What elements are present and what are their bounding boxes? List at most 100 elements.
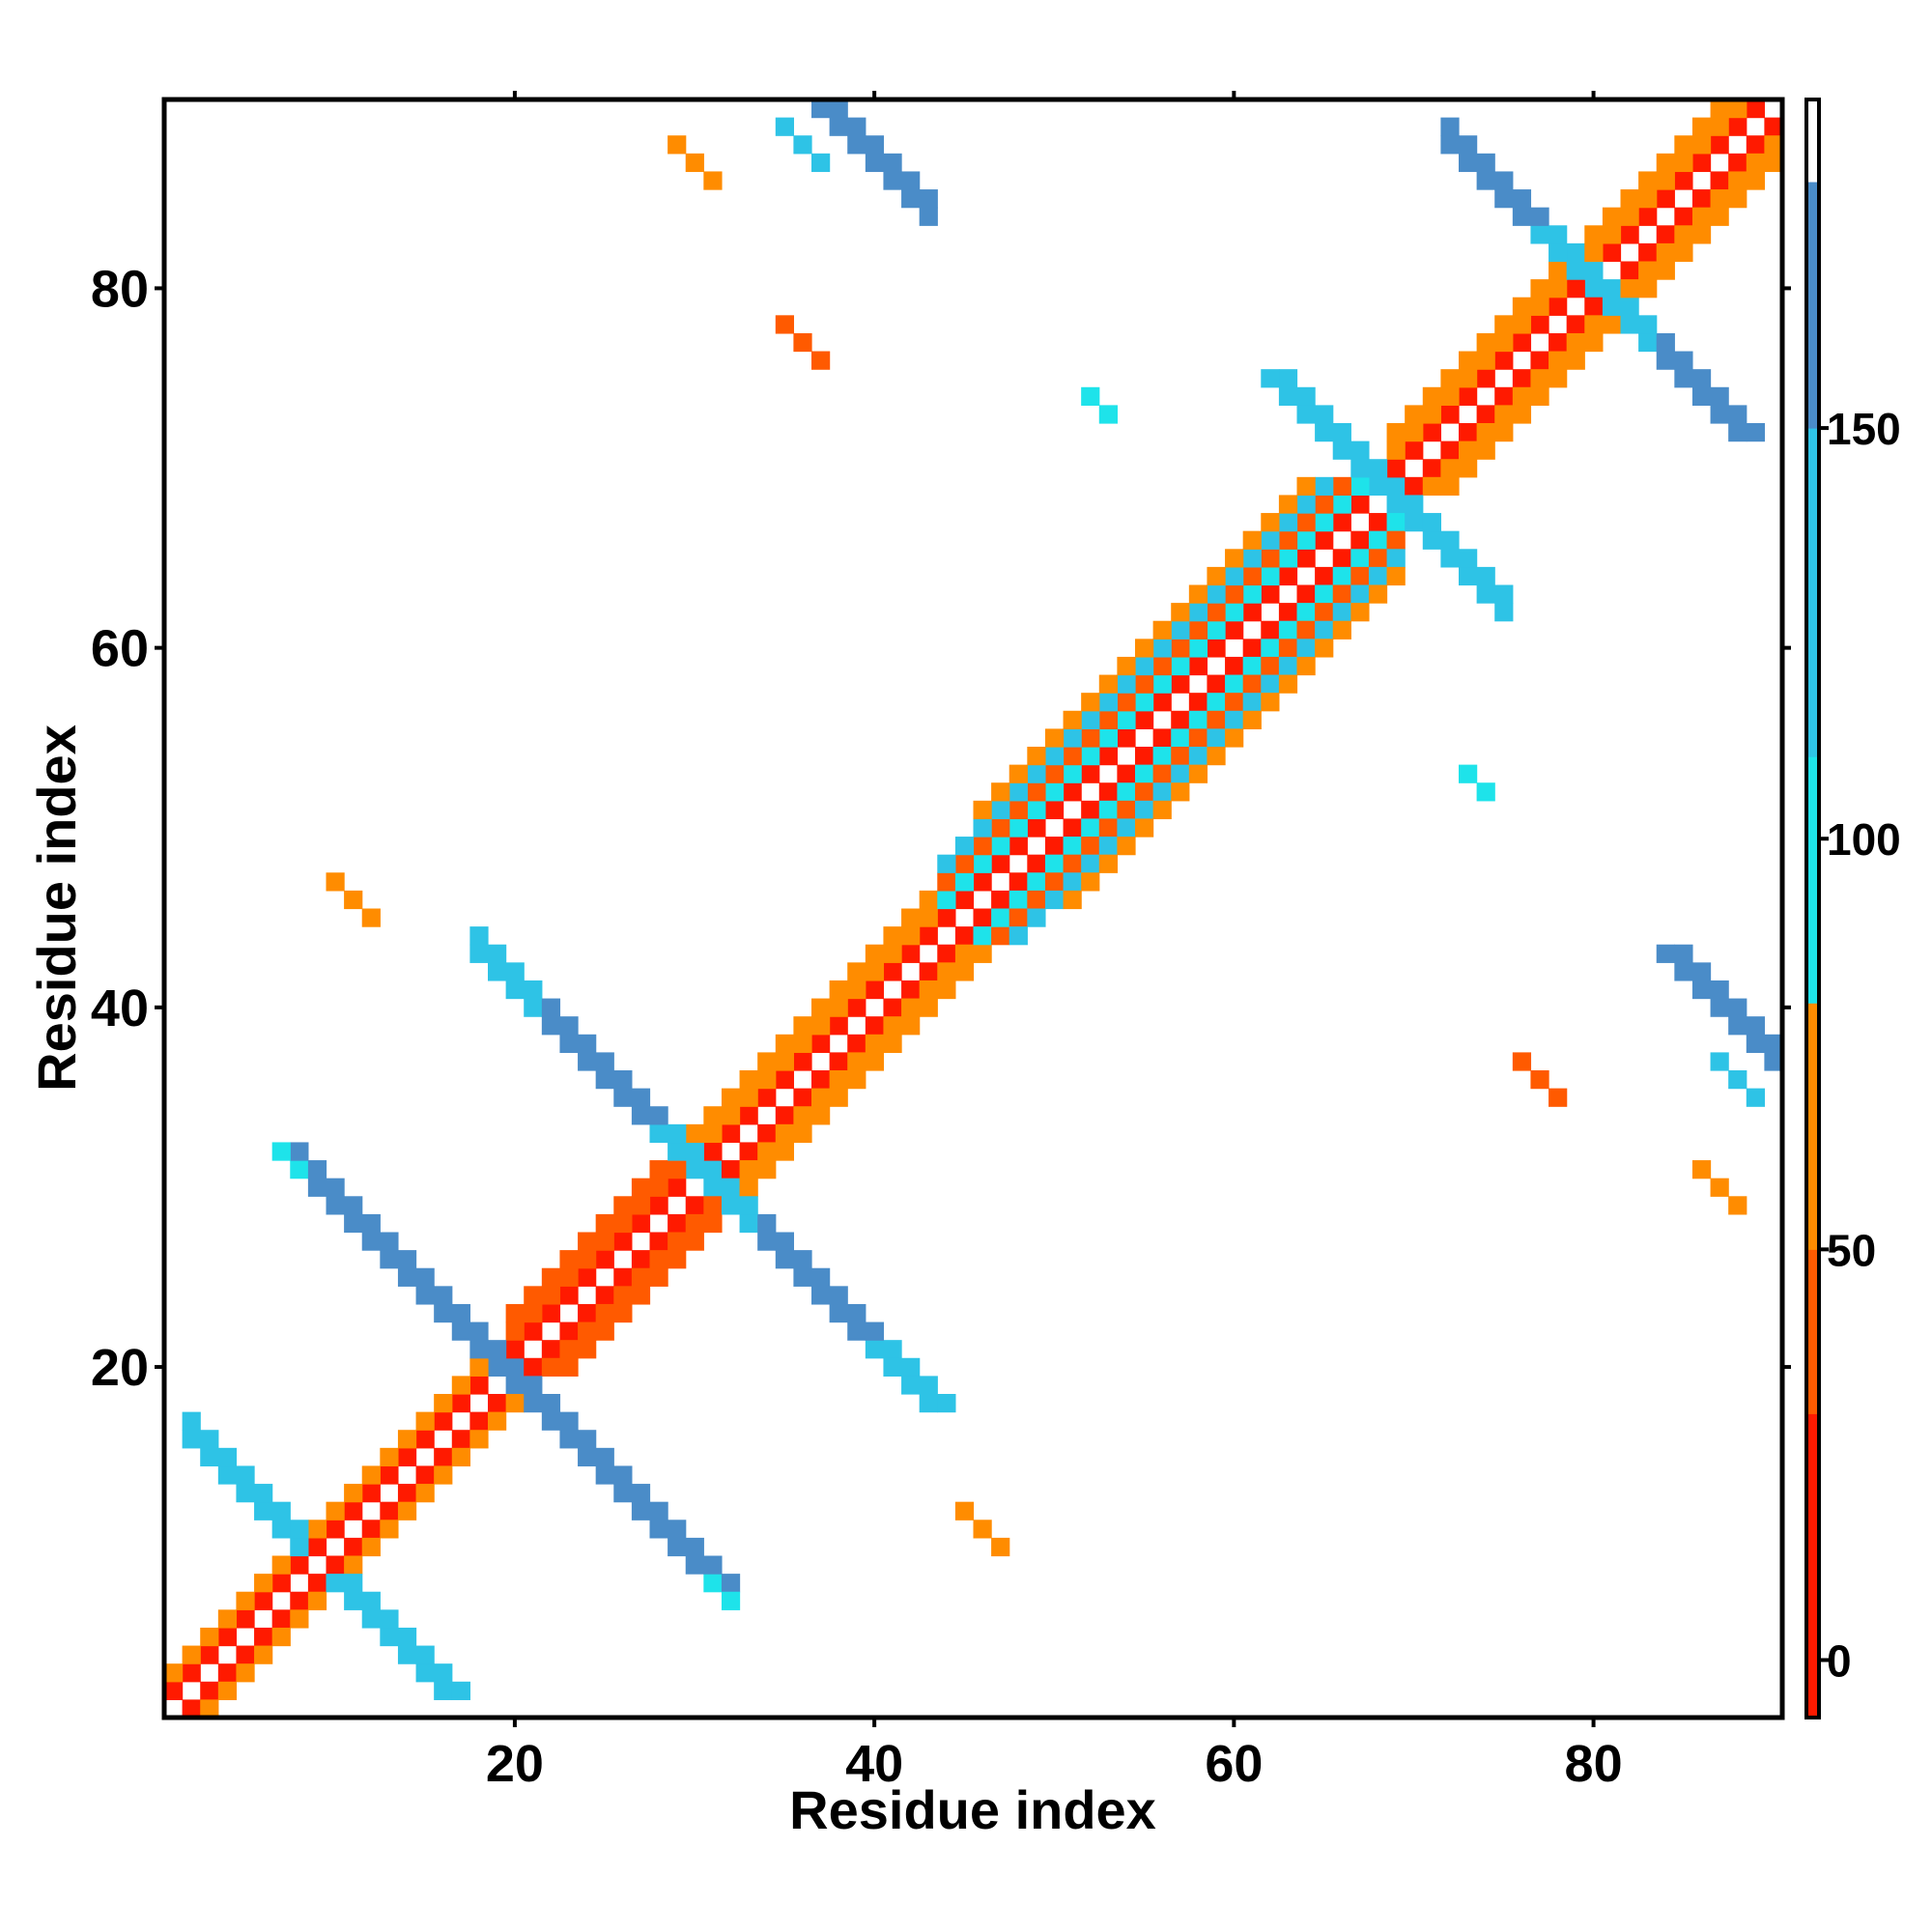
heatmap-cell	[524, 1376, 543, 1395]
heatmap-cell	[1422, 386, 1441, 406]
heatmap-cell	[865, 1321, 885, 1341]
heatmap-cell	[883, 944, 902, 963]
heatmap-cell	[217, 1447, 238, 1467]
heatmap-cell	[1476, 171, 1495, 190]
heatmap-cell	[307, 1574, 327, 1593]
heatmap-cell	[1746, 153, 1765, 173]
heatmap-cell	[1152, 656, 1172, 676]
heatmap-cell	[1098, 693, 1118, 712]
heatmap-cell	[865, 962, 885, 981]
heatmap-cell	[847, 1034, 867, 1053]
heatmap-cells	[164, 99, 1783, 1719]
heatmap-cell	[1691, 980, 1712, 1000]
heatmap-cell	[1728, 1070, 1747, 1090]
heatmap-cell	[415, 1663, 435, 1683]
heatmap-cell	[1440, 549, 1460, 568]
heatmap-cell	[182, 1681, 201, 1700]
heatmap-cell	[361, 1609, 381, 1629]
heatmap-cell	[1386, 495, 1406, 514]
plot-frame	[161, 97, 1785, 1720]
heatmap-cell	[721, 1196, 741, 1215]
heatmap-cell	[1152, 639, 1172, 658]
heatmap-cell	[739, 1106, 758, 1125]
heatmap-cell	[1135, 818, 1154, 838]
heatmap-cell	[668, 1250, 687, 1269]
heatmap-cell	[883, 1016, 902, 1036]
heatmap-cell	[1674, 962, 1693, 981]
heatmap-cell	[559, 1357, 579, 1377]
heatmap-cell	[1171, 693, 1190, 712]
heatmap-cell	[344, 1537, 363, 1557]
heatmap-cell	[1188, 603, 1208, 622]
heatmap-cell	[1242, 639, 1262, 658]
heatmap-cell	[595, 1213, 614, 1234]
heatmap-cell	[883, 1357, 902, 1377]
heatmap-cell	[1315, 566, 1334, 586]
heatmap-cell	[1710, 998, 1729, 1017]
heatmap-cell	[1350, 566, 1370, 586]
heatmap-cell	[254, 1501, 273, 1520]
heatmap-cell	[865, 153, 885, 173]
heatmap-cell	[1656, 189, 1675, 209]
heatmap-cell	[1098, 764, 1118, 783]
heatmap-cell	[1405, 405, 1424, 424]
heatmap-cell	[919, 908, 938, 927]
heatmap-cell	[1710, 153, 1729, 173]
heatmap-cell	[578, 1052, 597, 1071]
heatmap-cell	[1476, 153, 1495, 173]
heatmap-cell	[685, 1213, 704, 1234]
heatmap-cell	[668, 1196, 687, 1215]
heatmap-cell	[326, 1520, 345, 1539]
heatmap-cell	[1405, 513, 1424, 532]
heatmap-cell	[434, 1411, 453, 1431]
heatmap-cell	[1225, 674, 1244, 694]
heatmap-cell	[290, 1591, 309, 1610]
heatmap-cell	[721, 1123, 741, 1144]
heatmap-cell	[1710, 171, 1729, 190]
heatmap-cell	[1620, 225, 1639, 244]
heatmap-cell	[1242, 620, 1262, 639]
heatmap-cell	[326, 1196, 345, 1215]
heatmap-cell	[1261, 620, 1280, 639]
heatmap-cell	[524, 1357, 543, 1377]
heatmap-cell	[290, 1142, 309, 1161]
heatmap-cell	[1584, 297, 1604, 316]
heatmap-cell	[1728, 117, 1747, 136]
heatmap-cell	[1566, 297, 1585, 316]
heatmap-cell	[991, 818, 1010, 838]
heatmap-cell	[1386, 440, 1406, 460]
heatmap-cell	[721, 1088, 741, 1107]
heatmap-cell	[1691, 189, 1712, 209]
heatmap-cell	[1440, 440, 1460, 460]
heatmap-cell	[217, 1663, 238, 1683]
heatmap-cell	[1440, 530, 1460, 550]
heatmap-cell	[1386, 459, 1406, 478]
heatmap-cell	[1063, 800, 1082, 820]
heatmap-cell	[919, 890, 938, 910]
x-tick-label: 20	[486, 1735, 544, 1793]
heatmap-cell	[973, 837, 992, 856]
heatmap-cell	[1386, 423, 1406, 442]
heatmap-cell	[1476, 386, 1495, 406]
heatmap-cell	[1728, 99, 1747, 119]
heatmap-cell	[649, 1196, 668, 1215]
heatmap-cell	[397, 1447, 417, 1467]
heatmap-cell	[290, 1609, 309, 1629]
heatmap-cell	[1350, 584, 1370, 604]
heatmap-cell	[1674, 351, 1693, 370]
heatmap-cell	[1494, 171, 1514, 190]
heatmap-cell	[1296, 530, 1316, 550]
heatmap-cell	[1135, 674, 1154, 694]
heatmap-cell	[578, 1321, 597, 1341]
heatmap-cell	[901, 1016, 921, 1036]
heatmap-cell	[865, 1016, 885, 1036]
heatmap-cell	[1638, 207, 1658, 226]
heatmap-cell	[1152, 747, 1172, 766]
heatmap-cell	[1656, 225, 1675, 244]
heatmap-cell	[1315, 423, 1334, 442]
heatmap-cell	[271, 1574, 291, 1593]
heatmap-cell	[1188, 584, 1208, 604]
heatmap-cell	[1584, 315, 1604, 334]
heatmap-cell	[1728, 423, 1747, 442]
heatmap-cell	[1440, 476, 1460, 497]
